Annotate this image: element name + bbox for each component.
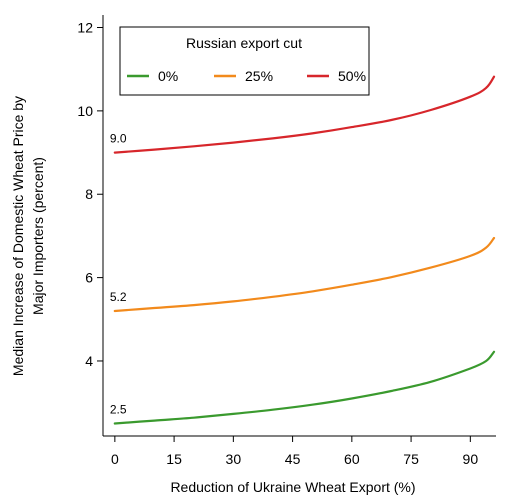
legend-entry-label: 25% (245, 68, 273, 84)
series-line-0pct (113, 350, 496, 425)
y-tick-label: 6 (85, 270, 93, 286)
series-line-25pct (113, 236, 496, 313)
legend-box (119, 26, 370, 96)
legend-title: Russian export cut (186, 35, 302, 51)
x-tick-label: 15 (166, 451, 182, 467)
series-layer (113, 75, 496, 425)
x-tick-label: 30 (226, 451, 242, 467)
x-tick-label: 60 (344, 451, 360, 467)
x-tick-label: 75 (403, 451, 419, 467)
axes: 4 6 8 10 12 0 15 30 45 60 75 90 (77, 15, 496, 467)
series-line-50pct (113, 75, 496, 154)
start-value-label: 2.5 (110, 402, 127, 416)
y-tick-label: 4 (85, 353, 93, 369)
legend: Russian export cut 0% 25% 50% (119, 26, 370, 96)
y-axis-title-line-1: Median Increase of Domestic Wheat Price … (10, 96, 26, 376)
start-value-label: 5.2 (110, 290, 127, 304)
y-tick-label: 12 (77, 20, 93, 36)
y-tick-label: 8 (85, 186, 93, 202)
start-labels: 2.5 5.2 9.0 (110, 132, 127, 417)
legend-entry-label: 50% (338, 68, 366, 84)
x-axis-title: Reduction of Ukraine Wheat Export (%) (170, 479, 415, 495)
y-axis-title-line-2: Major Importers (percent) (30, 157, 46, 315)
start-value-label: 9.0 (110, 132, 127, 146)
x-tick-label: 0 (111, 451, 119, 467)
y-tick-label: 10 (77, 103, 93, 119)
x-tick-label: 45 (285, 451, 301, 467)
legend-entry-label: 0% (158, 68, 178, 84)
x-tick-label: 90 (463, 451, 479, 467)
